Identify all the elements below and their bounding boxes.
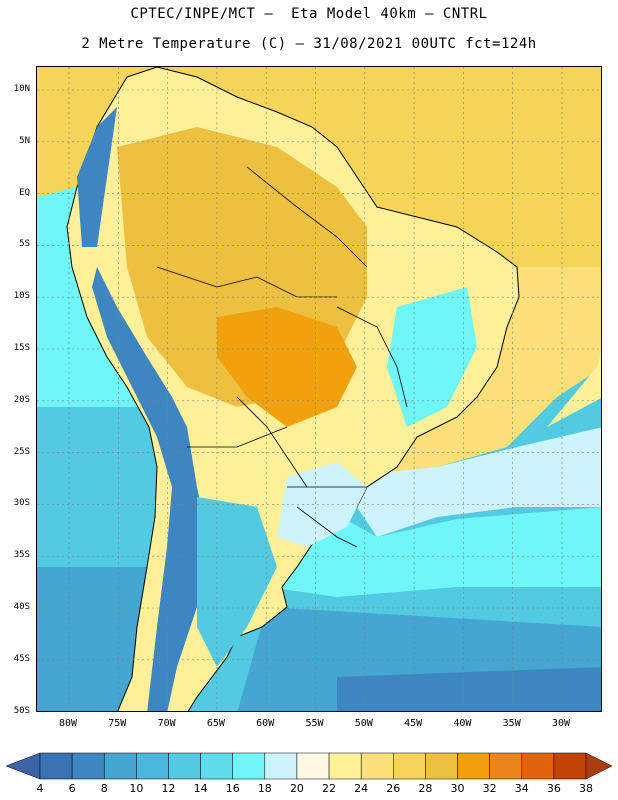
latitude-label: 45S [13, 653, 30, 664]
colorbar-tick-label: 26 [386, 782, 401, 795]
longitude-label: 50W [354, 718, 373, 729]
colorbar-tick-label: 20 [289, 782, 304, 795]
colorbar-swatch [39, 752, 73, 780]
longitude-label: 45W [404, 718, 423, 729]
colorbar-swatch [71, 752, 105, 780]
colorbar-swatch [425, 752, 458, 780]
colorbar-swatch [232, 752, 266, 780]
colorbar-tick-label: 18 [257, 782, 272, 795]
colorbar-swatch [553, 752, 587, 780]
colorbar-tick-label: 38 [579, 782, 593, 795]
longitude-label: 40W [453, 718, 472, 729]
colorbar-tick-label: 12 [161, 782, 176, 795]
temperature-map [37, 67, 601, 711]
latitude-label: 50S [13, 705, 30, 716]
colorbar-under-arrow [5, 752, 41, 780]
border-bolivia-paraguay [236, 396, 308, 488]
colorbar-tick-label: 36 [546, 782, 561, 795]
colorbar-tick-label: 30 [450, 782, 465, 795]
colorbar-swatch [521, 752, 555, 780]
colorbar-tick-label: 4 [36, 782, 44, 795]
latitude-label: 10N [13, 84, 30, 94]
colorbar-over-arrow [585, 752, 613, 780]
map-title-line2: 2 Metre Temperature (C) – 31/08/2021 00U… [81, 36, 537, 52]
colorbar-tick-label: 22 [322, 782, 337, 795]
map-title-line1: CPTEC/INPE/MCT – Eta Model 40km – CNTRL [130, 6, 488, 22]
longitude-label: 80W [58, 718, 78, 729]
colorbar-tick-label: 14 [193, 782, 208, 795]
latitude-label: 35S [13, 550, 30, 561]
latitude-label: 25S [13, 446, 30, 457]
border-uruguay [296, 506, 358, 548]
colorbar-tick-label: 28 [418, 782, 433, 795]
colorbar-swatch [489, 752, 523, 780]
longitude-label: 30W [551, 718, 571, 729]
andes-cordillera-cold [92, 267, 207, 711]
latitude-label: 5N [19, 135, 30, 146]
colorbar [5, 752, 613, 780]
country-borders [156, 166, 408, 548]
colorbar-tick-label: 32 [482, 782, 497, 795]
colorbar-swatch [393, 752, 426, 780]
latitude-label: 20S [13, 394, 30, 405]
ocean-warm-patch [547, 353, 601, 427]
longitude-label: 70W [157, 718, 176, 729]
longitude-label: 75W [108, 718, 127, 729]
ocean-cool [267, 487, 601, 597]
latitude-label: 15S [13, 343, 30, 353]
border-amazon-north [246, 166, 368, 268]
colorbar-swatch [264, 752, 298, 780]
atlantic-coldest [337, 667, 601, 711]
colorbar-tick-label: 10 [129, 782, 144, 795]
colorbar-swatch [200, 752, 233, 780]
colorbar-swatch [136, 752, 169, 780]
latitude-label: 10S [13, 291, 30, 302]
colorbar-tick-label: 34 [514, 782, 529, 795]
colorbar-swatch [296, 752, 330, 780]
colorbar-swatch [328, 752, 362, 780]
map-frame [36, 66, 602, 712]
longitude-label: 65W [206, 718, 225, 729]
ocean-mild [337, 427, 601, 537]
interior-hot-core [217, 307, 357, 427]
latitude-label: EQ [19, 187, 30, 198]
colorbar-swatch [457, 752, 490, 780]
colorbar-swatch [103, 752, 137, 780]
graticule [37, 67, 601, 711]
border-brazil-states [336, 306, 408, 408]
longitude-label: 60W [256, 718, 275, 729]
eastern-highlands-mild [387, 287, 477, 427]
colorbar-tick-label: 24 [354, 782, 369, 795]
border-peru-brazil [156, 266, 337, 298]
colorbar-swatch [168, 752, 201, 780]
colorbar-tick-label: 6 [68, 782, 76, 795]
latitude-label: 40S [13, 602, 30, 612]
patagonia-cool [197, 497, 277, 667]
colorbar-tick-label: 16 [225, 782, 240, 795]
colorbar-tick-label: 8 [100, 782, 108, 795]
colorbar-swatch [360, 752, 394, 780]
latitude-label: 5S [19, 239, 30, 250]
border-chile-argentina-north [187, 426, 288, 448]
latitude-label: 30S [13, 498, 30, 509]
longitude-label: 35W [502, 718, 521, 729]
longitude-label: 55W [305, 718, 324, 729]
